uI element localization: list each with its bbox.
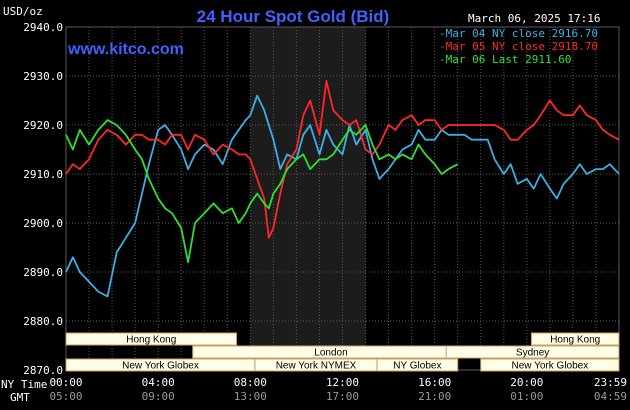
- nymex-session-shade: [250, 27, 366, 370]
- gmt-label: GMT: [10, 391, 30, 404]
- market-bands-layer: Hong Kong Hong Kong London Sydney New York G…: [65, 332, 620, 372]
- session-shade-layer: [250, 27, 366, 370]
- axis-labels-layer: 2940.0 2930.0 2920.0 2910.0 2900.0 2890.0 2880…: [23, 21, 627, 403]
- x-tick-label-ny: 04:00: [142, 376, 175, 389]
- x-tick-label-ny: 16:00: [418, 376, 451, 389]
- market-band: [65, 332, 238, 346]
- ny-time-label: NY Time: [1, 378, 47, 391]
- y-tick-label: 2910.0: [23, 168, 63, 181]
- market-band: [376, 358, 459, 372]
- market-band-label: London: [314, 348, 347, 359]
- market-band: [530, 332, 620, 346]
- date-label: March 06, 2025 17:16: [468, 12, 600, 25]
- unit-label: USD/oz: [3, 5, 43, 18]
- x-tick-label-gmt: 05:00: [49, 390, 82, 403]
- market-band-label: NY Globex: [393, 361, 441, 372]
- y-tick-label: 2930.0: [23, 70, 63, 83]
- market-band-label: New York Globex: [122, 361, 199, 372]
- market-band-label: New York NYMEX: [276, 361, 357, 372]
- x-tick-label-gmt: 01:00: [510, 390, 543, 403]
- x-tick-label-ny: 20:00: [510, 376, 543, 389]
- market-band-label: New York Globex: [512, 361, 589, 372]
- x-tick-label-ny: 12:00: [326, 376, 359, 389]
- series-mar05-line: [65, 80, 620, 239]
- y-tick-label: 2880.0: [23, 315, 63, 328]
- market-band-label: Hong Kong: [126, 335, 176, 346]
- y-tick-label: 2920.0: [23, 119, 63, 132]
- legend: -Mar 04 NY close 2916.70 -Mar 05 NY clos…: [439, 27, 598, 66]
- series-mar04-line: [65, 94, 620, 298]
- y-tick-label: 2900.0: [23, 217, 63, 230]
- x-tick-label-gmt: 04:59: [594, 390, 627, 403]
- market-band-label: Sydney: [516, 348, 549, 359]
- legend-entry-mar04: -Mar 04 NY close 2916.70: [439, 27, 598, 40]
- y-tick-label: 2940.0: [23, 21, 63, 34]
- x-tick-label-ny: 00:00: [49, 376, 82, 389]
- market-band: [445, 345, 620, 359]
- series-layer: [65, 80, 620, 298]
- x-tick-label-gmt: 13:00: [234, 390, 267, 403]
- site-url: www.kitco.com: [67, 41, 184, 58]
- x-tick-label-ny: 23:59: [594, 376, 627, 389]
- x-tick-label-gmt: 21:00: [418, 390, 451, 403]
- legend-entry-mar06: -Mar 06 Last 2911.60: [439, 53, 571, 66]
- market-band-label: Hong Kong: [550, 335, 600, 346]
- x-tick-label-ny: 08:00: [234, 376, 267, 389]
- y-tick-label: 2870.0: [23, 364, 63, 377]
- market-band: [480, 358, 620, 372]
- legend-entry-mar05: -Mar 05 NY close 2918.70: [439, 40, 598, 53]
- series-mar06-line: [65, 119, 459, 264]
- x-tick-label-gmt: 09:00: [142, 390, 175, 403]
- y-tick-label: 2890.0: [23, 266, 63, 279]
- chart-title: 24 Hour Spot Gold (Bid): [197, 7, 390, 26]
- x-tick-label-gmt: 17:00: [326, 390, 359, 403]
